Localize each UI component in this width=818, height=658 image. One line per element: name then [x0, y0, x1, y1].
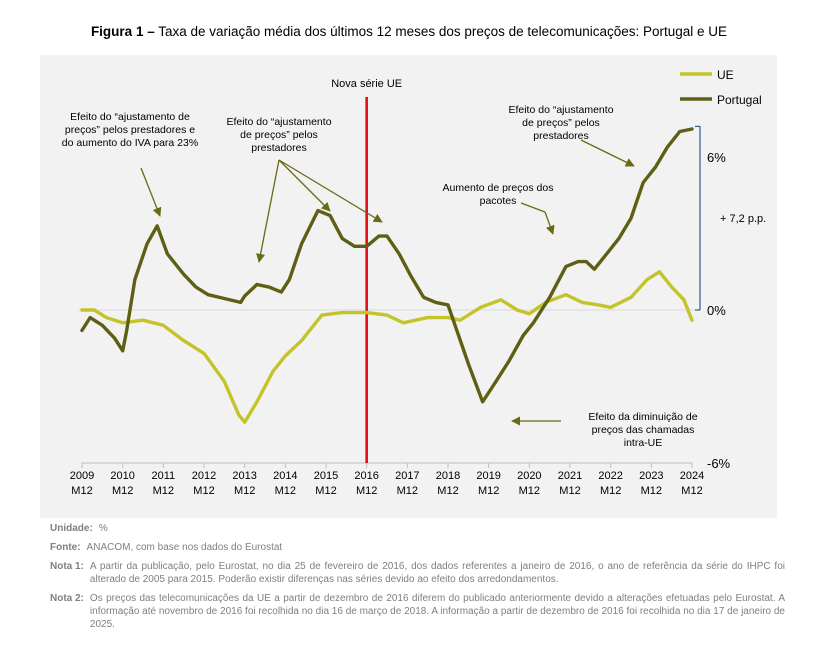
annotation-text: pacotes	[480, 195, 517, 207]
annotation-text: de preços” pelos	[240, 129, 318, 141]
annotation-text: Efeito do “ajustamento	[508, 104, 613, 116]
x-tick-month: M12	[153, 485, 174, 497]
annotation-text: Efeito do “ajustamento	[226, 116, 331, 128]
notes: Unidade: % Fonte: ANACOM, com base nos d…	[50, 522, 785, 637]
chart-background	[40, 55, 777, 518]
note-value: Os preços das telecomunicações da UE a p…	[89, 593, 785, 630]
annotation-text: preços” pelos prestadores e	[65, 124, 195, 136]
x-tick-month: M12	[519, 485, 540, 497]
series-line-portugal	[80, 127, 694, 404]
x-tick-month: M12	[437, 485, 458, 497]
legend-label: Portugal	[717, 93, 762, 107]
note-row: Unidade: %	[50, 522, 785, 535]
x-tick-year: 2015	[314, 470, 338, 482]
x-tick-month: M12	[315, 485, 336, 497]
annotation-text: preços das chamadas	[592, 424, 695, 436]
x-tick-month: M12	[681, 485, 702, 497]
annotation-text: prestadores	[533, 130, 588, 142]
new-series-label: Nova série UE	[331, 78, 402, 90]
x-tick-year: 2016	[354, 470, 378, 482]
x-tick-month: M12	[193, 485, 214, 497]
chart-svg: 2009 M12 2010 M12 2011 M12 2012 M12 2013 M12 2014 M…	[62, 68, 766, 497]
x-tick-year: 2022	[598, 470, 622, 482]
annotation-text: prestadores	[251, 142, 306, 154]
legend-label: UE	[717, 68, 734, 82]
x-tick-year: 2010	[110, 470, 134, 482]
y-tick-label: -6%	[707, 456, 731, 471]
x-tick-year: 2019	[476, 470, 500, 482]
x-tick-month: M12	[478, 485, 499, 497]
x-tick-month: M12	[71, 485, 92, 497]
annotation-arrow	[278, 159, 383, 223]
series-line-ue	[80, 270, 694, 424]
annotation-arrow	[278, 159, 331, 212]
x-tick-month: M12	[600, 485, 621, 497]
annotation-arrow	[256, 159, 280, 263]
annotation-text: Efeito do “ajustamento de	[70, 111, 190, 123]
note-key: Nota 2:	[50, 593, 84, 604]
x-tick-month: M12	[275, 485, 296, 497]
x-tick-year: 2011	[152, 470, 176, 482]
x-tick-month: M12	[234, 485, 255, 497]
y-tick-label: 6%	[707, 150, 726, 165]
x-tick-month: M12	[559, 485, 580, 497]
annotation-text: de preços” pelos	[522, 117, 600, 129]
figure-label: Figura 1 –	[90, 24, 155, 39]
x-tick-year: 2017	[395, 470, 419, 482]
x-tick-year: 2014	[273, 470, 297, 482]
x-tick-year: 2013	[232, 470, 256, 482]
x-tick-year: 2024	[680, 470, 704, 482]
x-tick-month: M12	[641, 485, 662, 497]
figure-title-text: Taxa de variação média dos últimos 12 me…	[158, 24, 728, 39]
note-value: %	[98, 523, 108, 534]
note-value: A partir da publicação, pelo Eurostat, n…	[89, 561, 785, 585]
annotation-text: intra-UE	[624, 437, 663, 449]
x-tick-year: 2018	[436, 470, 460, 482]
note-row: Fonte: ANACOM, com base nos dados do Eur…	[50, 541, 785, 554]
note-key: Nota 1:	[50, 561, 84, 572]
annotation-arrow	[140, 167, 162, 217]
x-tick-year: 2021	[558, 470, 582, 482]
x-tick-month: M12	[356, 485, 377, 497]
note-value: ANACOM, com base nos dados do Eurostat	[86, 542, 283, 553]
annotation-arrow	[544, 211, 555, 235]
x-tick-year: 2009	[70, 470, 94, 482]
bracket-label: + 7,2 p.p.	[720, 213, 766, 225]
note-row: Nota 2: Os preços das telecomunicações d…	[50, 592, 785, 631]
y-tick-label: 0%	[707, 303, 726, 318]
chart-title: Figura 1 – Taxa de variação média dos úl…	[0, 24, 818, 39]
note-key: Fonte:	[50, 542, 81, 553]
annotation-arrow	[580, 139, 635, 167]
x-tick-month: M12	[112, 485, 133, 497]
annotation-text: do aumento do IVA para 23%	[62, 137, 198, 149]
annotation-arrow-lead	[520, 202, 546, 213]
note-row: Nota 1: A partir da publicação, pelo Eur…	[50, 560, 785, 586]
x-tick-year: 2020	[517, 470, 541, 482]
annotation-text: Aumento de preços dos	[443, 182, 554, 194]
note-key: Unidade:	[50, 523, 93, 534]
x-tick-year: 2023	[639, 470, 663, 482]
x-tick-year: 2012	[192, 470, 216, 482]
x-tick-month: M12	[397, 485, 418, 497]
annotation-text: Efeito da diminuição de	[588, 411, 697, 423]
